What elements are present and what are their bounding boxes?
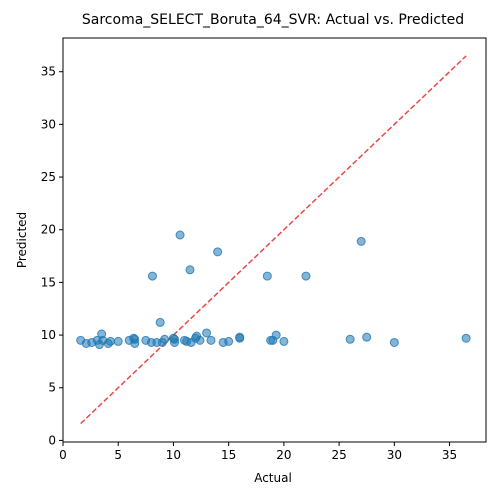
data-point — [160, 334, 170, 344]
data-point — [105, 336, 115, 346]
y-tick-label: 5 — [48, 381, 56, 395]
data-point — [155, 317, 165, 327]
reference-line — [80, 55, 467, 425]
y-tick-label: 10 — [41, 328, 56, 342]
data-point — [301, 271, 311, 281]
data-point — [175, 230, 185, 240]
y-tick-label: 20 — [41, 223, 56, 237]
data-point — [235, 332, 245, 342]
data-point — [262, 271, 272, 281]
data-point — [213, 247, 223, 257]
data-point — [147, 271, 157, 281]
y-axis-label: Predicted — [15, 212, 29, 268]
plot-area: 0 5 10 15 20 25 30 35 0 5 10 15 20 25 30 35 — [41, 37, 487, 462]
y-tick-label: 0 — [48, 433, 56, 447]
data-point — [170, 337, 180, 347]
data-point — [345, 334, 355, 344]
data-point — [279, 336, 289, 346]
x-axis-label: Actual — [254, 471, 292, 485]
y-tick-label: 30 — [41, 117, 56, 131]
x-tick-label: 5 — [114, 448, 122, 462]
data-point — [130, 339, 140, 349]
data-point — [195, 335, 205, 345]
x-tick-label: 15 — [221, 448, 236, 462]
x-tick-label: 35 — [442, 448, 457, 462]
y-tick-label: 35 — [41, 65, 56, 79]
data-point — [356, 236, 366, 246]
x-tick-label: 0 — [59, 448, 67, 462]
data-point — [185, 265, 195, 275]
plot-frame — [62, 37, 487, 443]
x-tick-label: 30 — [387, 448, 402, 462]
data-point — [362, 332, 372, 342]
x-tick-label: 10 — [166, 448, 181, 462]
data-point — [389, 337, 399, 347]
data-point — [461, 333, 471, 343]
data-point — [202, 328, 212, 338]
y-tick-label: 15 — [41, 275, 56, 289]
data-point — [113, 336, 123, 346]
x-tick-label: 20 — [276, 448, 291, 462]
chart-title: Sarcoma_SELECT_Boruta_64_SVR: Actual vs.… — [82, 12, 464, 28]
data-point — [224, 336, 234, 346]
y-tick-label: 25 — [41, 170, 56, 184]
data-point — [271, 330, 281, 340]
x-tick-label: 25 — [331, 448, 346, 462]
data-point — [206, 335, 216, 345]
